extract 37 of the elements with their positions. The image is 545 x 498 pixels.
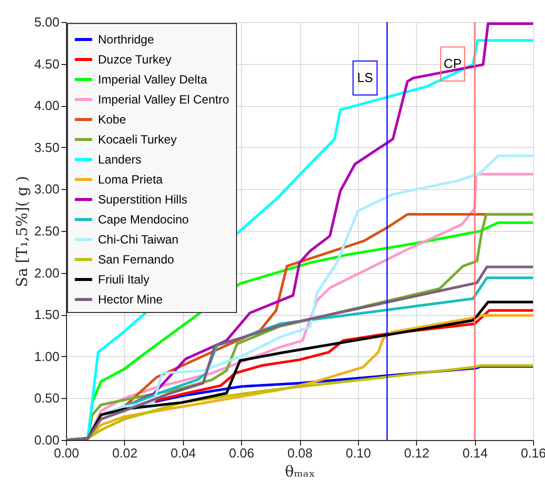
legend-label: Landers (98, 152, 142, 166)
y-tick-label: 0.50 (34, 390, 60, 406)
legend-label: Kobe (98, 112, 126, 126)
legend-label: Loma Prieta (98, 172, 164, 186)
y-tick-label: 2.50 (34, 224, 60, 238)
y-tick-label: 4.00 (34, 98, 60, 114)
x-tick-label: 0.02 (112, 446, 138, 460)
legend-label: Northridge (98, 32, 154, 46)
x-tick-label: 0.00 (54, 446, 80, 460)
legend-label: Kocaeli Turkey (98, 132, 177, 146)
legend-label: Superstition Hills (98, 192, 188, 206)
legend-label: Chi-Chi Taiwan (98, 232, 178, 246)
legend-label: Friuli Italy (98, 272, 150, 286)
y-tick-label: 0.00 (34, 432, 60, 448)
legend-label: Cape Mendocino (98, 212, 190, 226)
x-tick-label: 0.06 (228, 446, 254, 460)
legend-label: Imperial Valley Delta (98, 72, 208, 86)
x-tick-label: 0.04 (170, 446, 196, 460)
x-tick-label: 0.08 (287, 446, 313, 460)
x-axis-title: θₘₐₓ (284, 462, 316, 480)
y-tick-label: 1.00 (34, 348, 60, 364)
legend-label: Duzce Turkey (98, 52, 172, 66)
legend-label: Imperial Valley El Centro (98, 92, 230, 106)
legend-label: San Fernando (98, 252, 174, 266)
y-tick-label: 3.50 (34, 140, 60, 155)
y-tick-label: 5.00 (34, 14, 60, 30)
x-tick-label: 0.12 (404, 446, 430, 460)
y-axis-title: Sa [T₁,5%]( g ) (13, 176, 32, 288)
legend-label: Hector Mine (98, 292, 164, 306)
y-tick-label: 1.50 (34, 307, 60, 322)
y-tick-label: 3.00 (34, 182, 60, 197)
ref-line-label: LS (357, 70, 374, 85)
y-tick-label: 4.50 (34, 56, 60, 72)
y-tick-label: 2.00 (34, 265, 60, 280)
ref-line-label: CP (444, 56, 462, 71)
x-tick-label: 0.14 (462, 446, 488, 460)
x-tick-label: 0.10 (346, 446, 372, 460)
